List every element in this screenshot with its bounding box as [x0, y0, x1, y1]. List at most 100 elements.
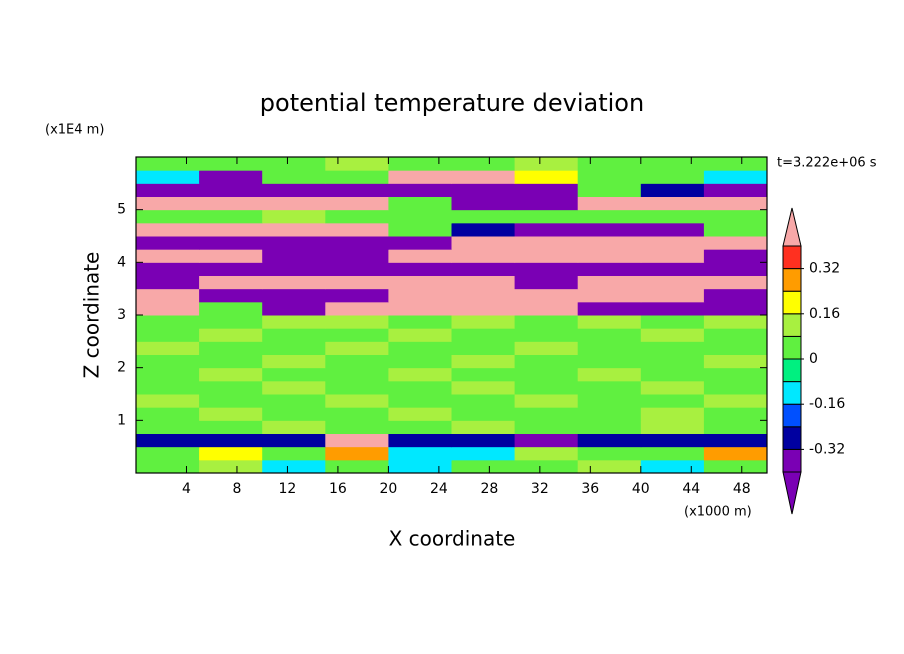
contour-cell [262, 328, 326, 342]
contour-cell [703, 315, 768, 329]
contour-cell [577, 249, 642, 263]
colorbar: -0.32 -0.16 0 0.16 0.32 [782, 207, 845, 515]
x-tick-label: 28 [480, 481, 498, 497]
colorbar-segment [782, 381, 802, 405]
contour-cell [199, 315, 263, 329]
contour-cell [640, 288, 705, 303]
contour-cell [640, 236, 705, 250]
colorbar-segment [782, 313, 802, 337]
contour-cell [199, 446, 263, 461]
colorbar-tick-label: -0.32 [809, 441, 845, 457]
contour-cell [388, 328, 452, 342]
colorbar-tick-label: -0.16 [809, 396, 845, 412]
contour-cell [136, 170, 200, 184]
contour-cell [136, 367, 200, 382]
contour-cell [136, 275, 200, 290]
colorbar-tick-label: 0.16 [809, 306, 840, 322]
contour-cell [451, 209, 516, 224]
contour-cell [703, 354, 768, 369]
contour-cell [262, 380, 326, 395]
contour-cell [451, 157, 516, 171]
contour-cell [703, 341, 768, 355]
contour-cell [514, 275, 579, 290]
contour-cell [640, 183, 705, 197]
contour-cell [136, 222, 200, 237]
contour-cell [514, 367, 579, 382]
contour-cell [325, 354, 389, 369]
contour-cell [577, 183, 642, 197]
colorbar-arrow [782, 207, 802, 247]
contour-cell [514, 341, 579, 355]
contour-cell [388, 407, 452, 421]
chart-title: potential temperature deviation [260, 89, 644, 117]
contour-cell [577, 288, 642, 303]
contour-cell [388, 170, 452, 184]
contour-cell [388, 209, 452, 224]
contour-cell [577, 262, 642, 276]
contour-cell [262, 315, 326, 329]
contour-cell [388, 433, 452, 448]
colorbar-segment [782, 426, 802, 450]
contour-cell [136, 459, 200, 474]
contour-cell [388, 315, 452, 329]
x-tick-label: 12 [279, 481, 297, 497]
contour-cell [136, 157, 200, 171]
contour-cell [514, 354, 579, 369]
colorbar-segment [782, 290, 802, 315]
x-tick-label: 4 [182, 481, 191, 497]
contour-cell [325, 249, 389, 263]
contour-cell [640, 420, 705, 434]
contour-cell [136, 249, 200, 263]
contour-cell [703, 249, 768, 263]
contour-cell [577, 433, 642, 448]
contour-cell [514, 380, 579, 395]
contour-cell [262, 275, 326, 290]
contour-cell [451, 459, 516, 474]
contour-cell [451, 367, 516, 382]
contour-cell [703, 380, 768, 395]
contour-cell [136, 236, 200, 250]
y-unit: (x1E4 m) [45, 123, 104, 138]
contour-cell [325, 433, 389, 448]
contour-cell [136, 183, 200, 197]
contour-cell [136, 341, 200, 355]
contour-cell [262, 301, 326, 316]
contour-cell [325, 420, 389, 434]
contour-cell [388, 367, 452, 382]
contour-cell [577, 315, 642, 329]
contour-cell [325, 407, 389, 421]
y-tick-label: 2 [117, 360, 126, 376]
contour-cell [703, 420, 768, 434]
contour-cell [388, 288, 452, 303]
contour-cell [451, 183, 516, 197]
contour-cell [703, 222, 768, 237]
contour-cell [640, 315, 705, 329]
contour-cell [388, 275, 452, 290]
contour-cell [640, 394, 705, 408]
y-tick-label: 1 [117, 412, 126, 428]
contour-cell [703, 236, 768, 250]
contour-cell [325, 262, 389, 276]
x-tick-label: 32 [531, 481, 549, 497]
contour-cell [703, 328, 768, 342]
contour-cell [262, 433, 326, 448]
contour-cell [640, 459, 705, 474]
contour-cell [136, 328, 200, 342]
contour-cell [514, 433, 579, 448]
contour-cell [262, 459, 326, 474]
contour-cell [388, 341, 452, 355]
contour-cell [451, 341, 516, 355]
contour-cell [262, 183, 326, 197]
x-axis-label: X coordinate [389, 527, 516, 551]
contour-cell [199, 209, 263, 224]
contour-cell [640, 446, 705, 461]
contour-cell [514, 394, 579, 408]
contour-cell [577, 209, 642, 224]
contour-cell [451, 236, 516, 250]
colorbar-segment [782, 335, 802, 360]
contour-cell [388, 222, 452, 237]
time-label: t=3.222e+06 s [777, 156, 877, 171]
contour-cell [136, 209, 200, 224]
contour-cell [325, 157, 389, 171]
